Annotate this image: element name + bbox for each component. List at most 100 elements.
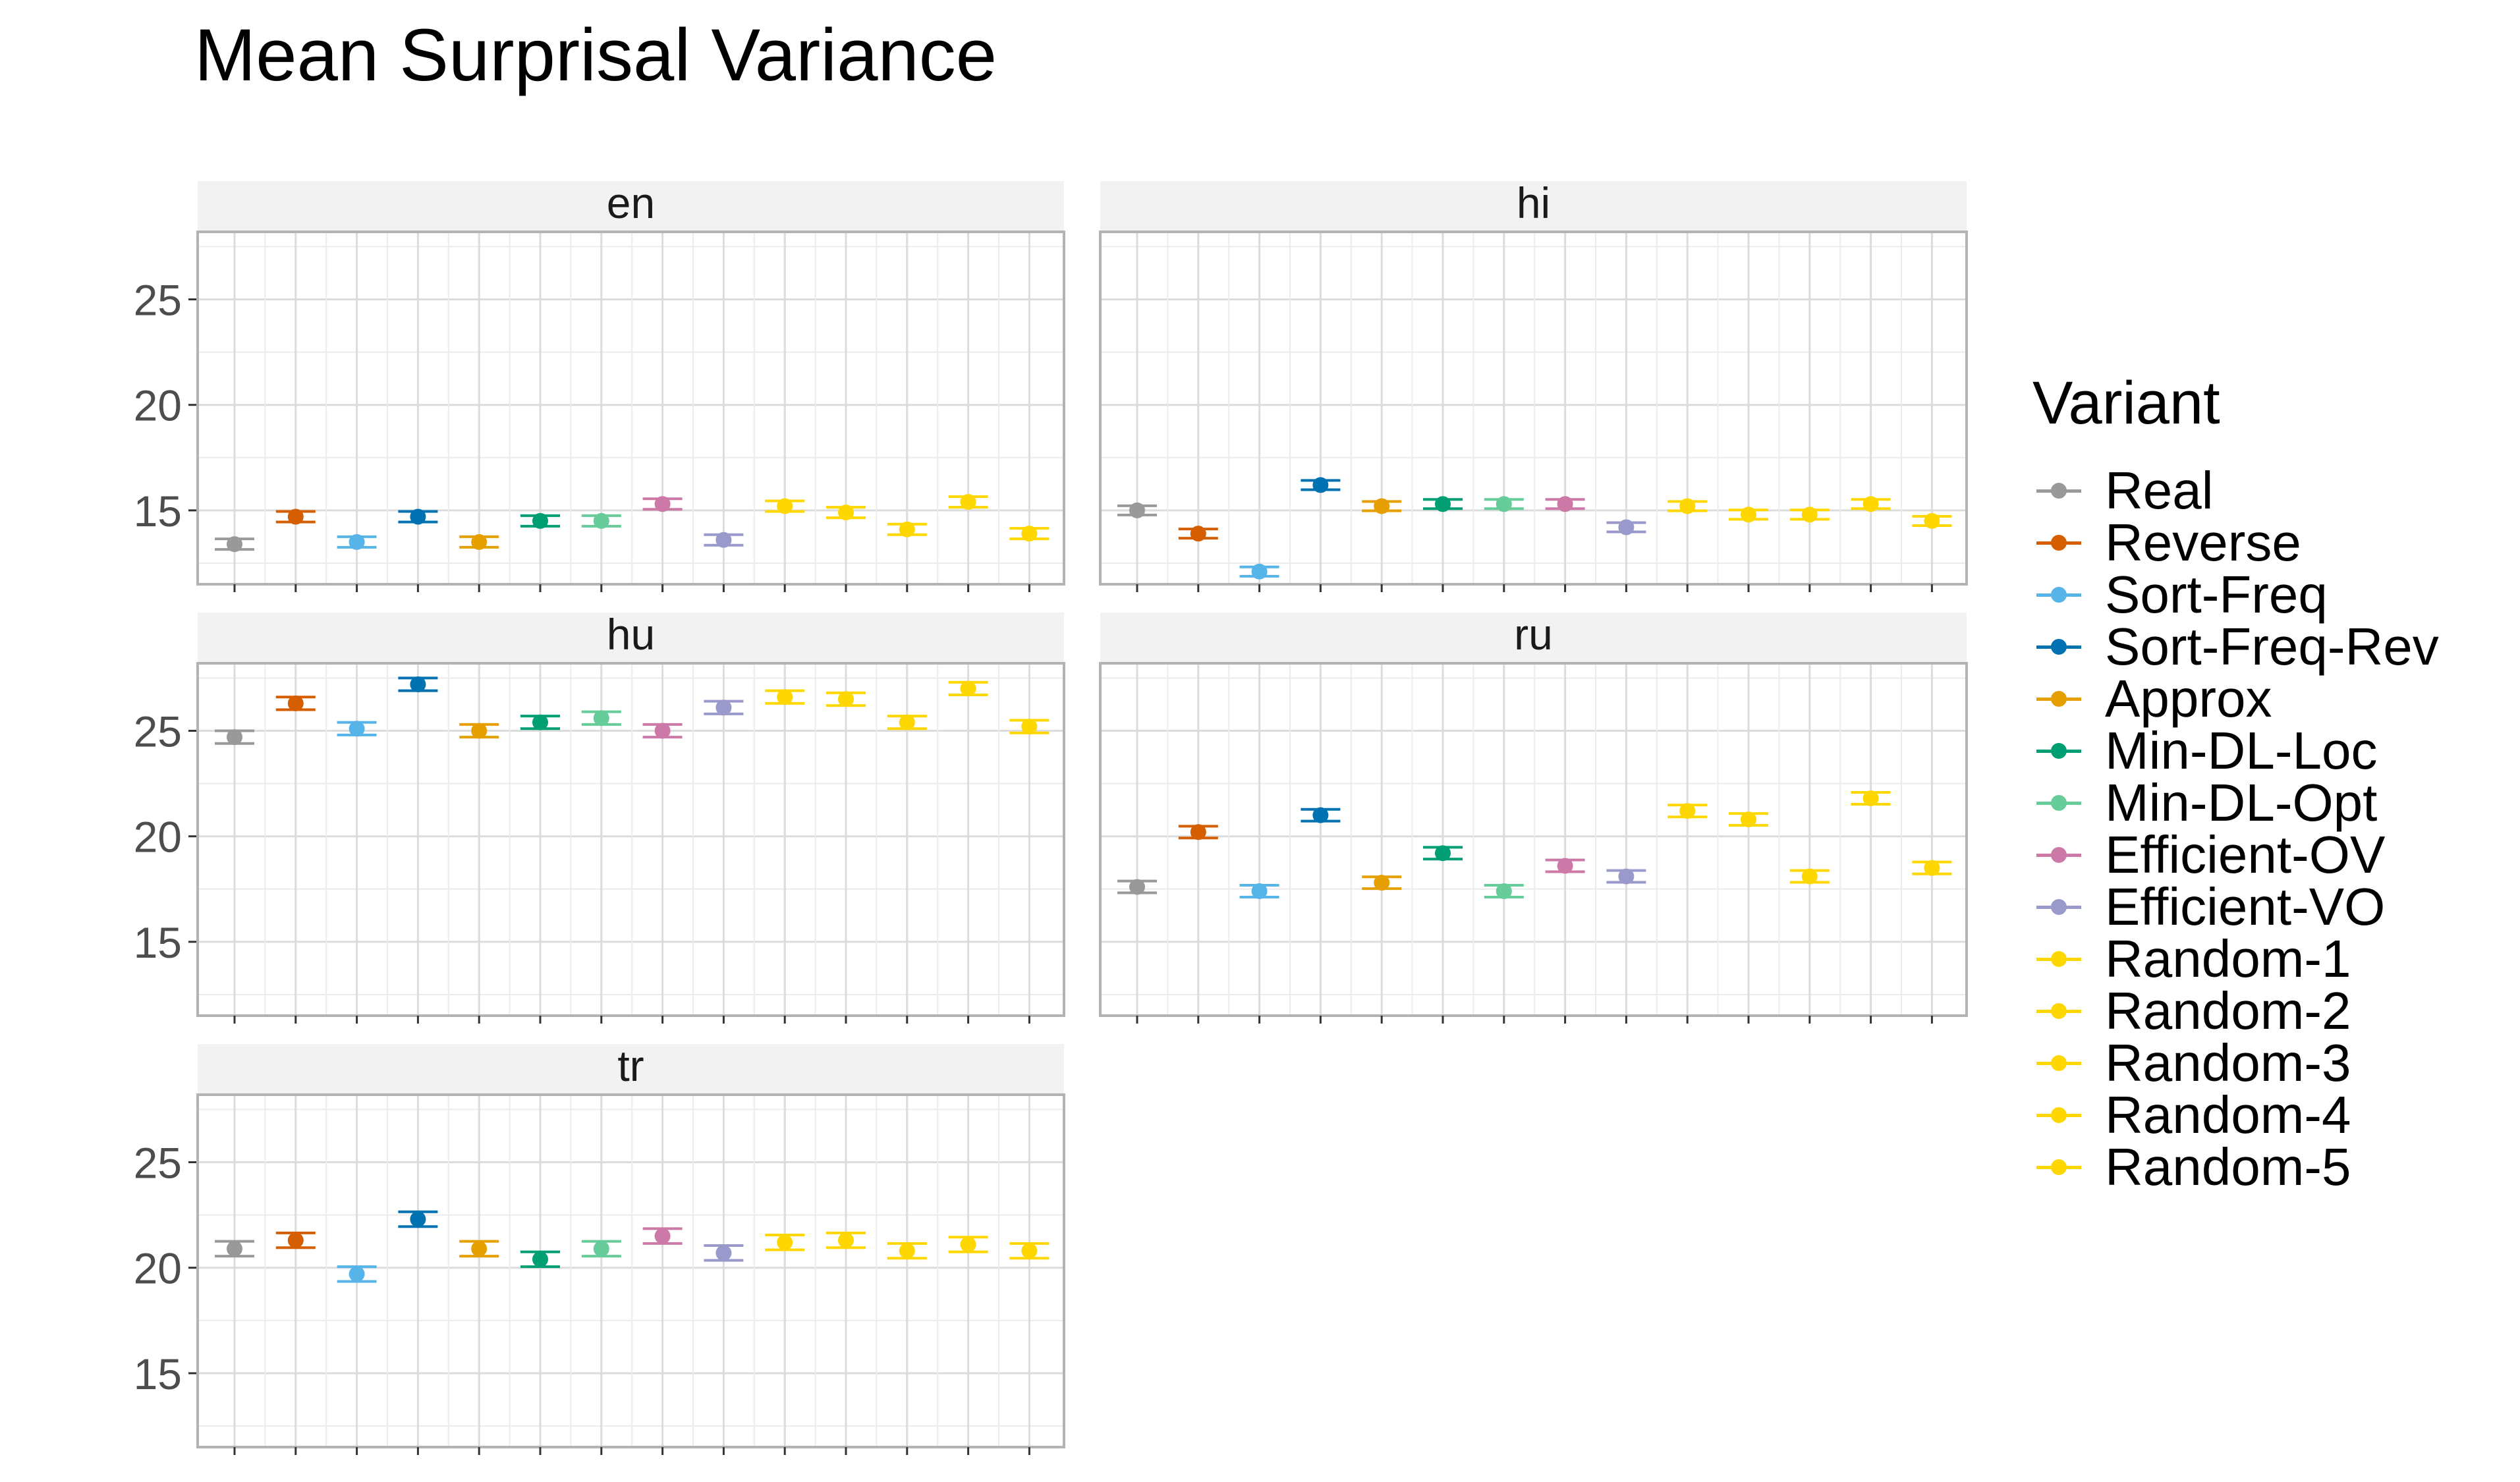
legend-key: [2032, 829, 2085, 881]
data-point: [899, 521, 915, 537]
data-point: [532, 1251, 548, 1267]
legend-key: [2032, 985, 2085, 1037]
data-point: [1021, 719, 1038, 735]
y-tick-label: 25: [134, 276, 182, 325]
data-point: [532, 714, 548, 730]
legend-key-dot: [2051, 535, 2067, 551]
legend-items: Real Reverse Sort-Freq Sort-Freq-Rev Approx M…: [2032, 464, 2439, 1193]
legend-title: Variant: [2032, 370, 2220, 437]
facet-strip: [198, 613, 1064, 663]
facet-strip: [198, 1044, 1064, 1095]
data-point: [1021, 1243, 1038, 1259]
panel-background: [198, 1095, 1064, 1447]
data-point: [838, 505, 854, 521]
data-point: [654, 723, 671, 739]
data-point: [899, 1243, 915, 1259]
legend-key: [2032, 933, 2085, 985]
data-point: [1190, 824, 1206, 840]
legend-key: [2032, 568, 2085, 620]
data-point: [1435, 845, 1451, 862]
legend-key: [2032, 777, 2085, 829]
data-point: [471, 723, 488, 739]
legend-key-dot: [2051, 1003, 2067, 1019]
legend-key: [2032, 1089, 2085, 1141]
legend-label: Efficient-VO: [2105, 877, 2386, 936]
legend-key: [2032, 620, 2085, 672]
data-point: [1557, 858, 1573, 874]
legend: Variant Real Reverse Sort-Freq Sort-Freq-Re…: [2032, 369, 2439, 1193]
data-point: [1496, 496, 1512, 512]
data-point: [349, 534, 365, 550]
legend-item: Random-1: [2032, 929, 2439, 988]
legend-key: [2032, 725, 2085, 777]
panel-border: [196, 231, 1065, 586]
data-point: [1251, 883, 1268, 899]
panel-border: [1099, 231, 1968, 586]
legend-item: Random-3: [2032, 1036, 2439, 1089]
legend-item: Efficient-VO: [2032, 877, 2439, 936]
legend-item: Min-DL-Opt: [2032, 776, 2439, 829]
data-point: [960, 1236, 976, 1253]
y-tick-label: 25: [134, 1139, 182, 1188]
data-point: [1312, 807, 1329, 823]
legend-label: Random-2: [2105, 981, 2351, 1040]
data-point: [1862, 790, 1879, 807]
legend-item: Efficient-OV: [2032, 828, 2439, 881]
legend-label: Sort-Freq: [2105, 564, 2328, 624]
legend-key-dot: [2051, 483, 2067, 499]
data-point: [593, 710, 609, 727]
y-tick-label: 20: [134, 813, 182, 862]
data-point: [227, 536, 242, 553]
legend-key: [2032, 881, 2085, 933]
data-point: [654, 496, 671, 512]
panel-background: [198, 663, 1064, 1016]
data-point: [410, 1211, 426, 1228]
legend-label: Approx: [2105, 669, 2272, 728]
data-point: [349, 721, 365, 737]
data-point: [227, 729, 242, 746]
data-point: [1129, 879, 1145, 895]
data-point: [1679, 803, 1696, 819]
panel-border: [1099, 662, 1968, 1017]
data-point: [471, 534, 488, 550]
legend-item: Sort-Freq-Rev: [2032, 620, 2439, 672]
legend-key: [2032, 464, 2085, 516]
y-tick-label: 25: [134, 707, 182, 756]
chart-title: Mean Surprisal Variance: [194, 14, 997, 96]
legend-key-dot: [2051, 847, 2067, 863]
facet-label: hu: [607, 610, 655, 659]
data-point: [471, 1240, 488, 1257]
data-point: [349, 1266, 365, 1282]
data-point: [1741, 811, 1756, 828]
data-point: [1924, 512, 1940, 529]
panel-border: [196, 1093, 1065, 1448]
legend-key: [2032, 1141, 2085, 1193]
data-point: [287, 508, 304, 525]
legend-key-dot: [2051, 899, 2067, 915]
panel-background: [1100, 232, 1967, 584]
facet-label: ru: [1514, 610, 1553, 659]
data-point: [1129, 502, 1145, 518]
y-tick-label: 15: [134, 918, 182, 967]
data-point: [1618, 519, 1635, 535]
data-point: [1374, 498, 1390, 514]
data-point: [287, 1232, 304, 1249]
legend-label: Random-1: [2105, 929, 2351, 988]
data-point: [899, 714, 915, 730]
data-point: [715, 532, 732, 548]
data-point: [1924, 860, 1940, 876]
data-point: [1312, 477, 1329, 493]
legend-item: Approx: [2032, 672, 2439, 725]
legend-label: Min-DL-Loc: [2105, 721, 2378, 780]
legend-item: Real: [2032, 464, 2439, 516]
data-point: [1496, 883, 1512, 899]
facet-strip: [1100, 181, 1967, 232]
legend-key-dot: [2051, 691, 2067, 707]
data-point: [960, 494, 976, 510]
data-point: [777, 689, 793, 705]
facet-strip: [198, 181, 1064, 232]
legend-key-dot: [2051, 795, 2067, 811]
data-point: [593, 1240, 609, 1257]
legend-key-dot: [2051, 639, 2067, 655]
